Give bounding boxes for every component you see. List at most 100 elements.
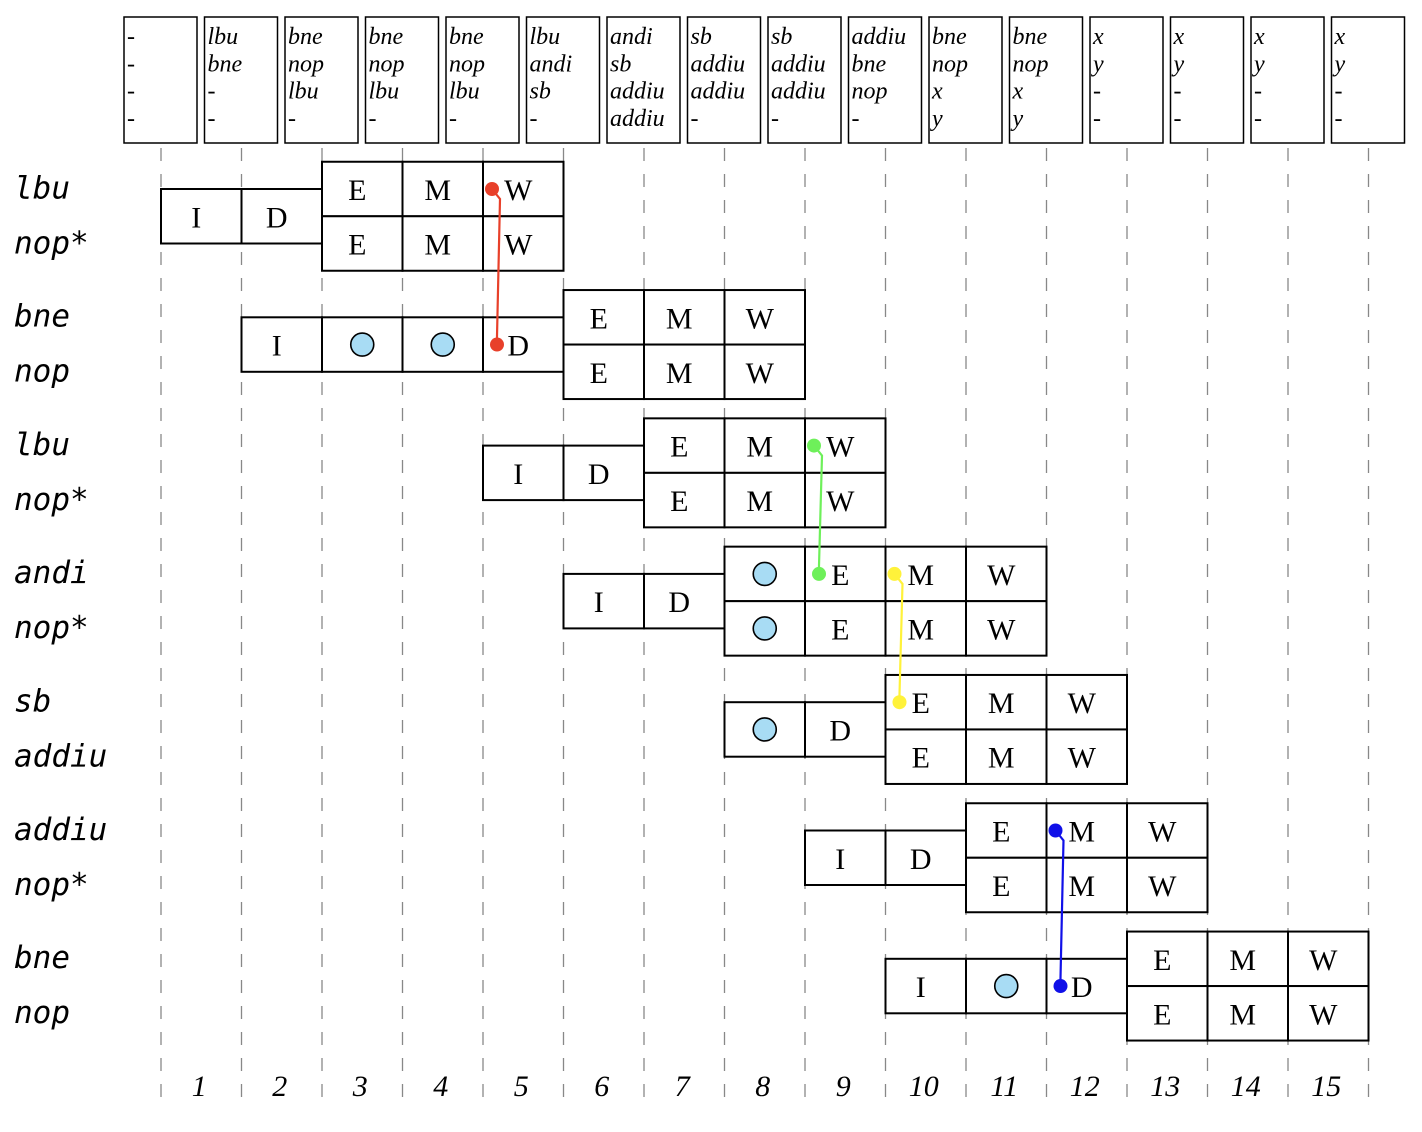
stage-label: M (988, 687, 1015, 720)
queue-entry: lbu (288, 79, 319, 105)
queue-entry: - (369, 106, 377, 132)
stage-i: I (804, 829, 887, 886)
stage-w: W (965, 545, 1048, 603)
stage-cell (1045, 728, 1128, 785)
pipeline-stages: I DE M WE M WI DE M WE M WI DE M WE M WI DE M WE M WDE M WE M WI… (160, 160, 1370, 1042)
stage-label: W (746, 302, 775, 335)
stage-cell (562, 572, 645, 630)
queue-entry: bne (369, 24, 404, 50)
queue-entry: - (127, 51, 135, 77)
stage-label: M (1068, 816, 1095, 849)
queue-entry: nop (449, 51, 485, 77)
stage-d: D (643, 572, 726, 630)
instruction-name: lbu (14, 427, 70, 463)
queue-entry: lbu (208, 24, 239, 50)
cycle-number: 6 (594, 1070, 609, 1103)
cycle-number: 12 (1070, 1070, 1100, 1103)
forwarding-target-dot (1053, 979, 1068, 994)
stage-label: D (588, 458, 610, 491)
stage-cell (1045, 673, 1128, 731)
stage-e: E (884, 728, 967, 785)
stage-cell (723, 417, 806, 474)
queue-entry: - (1174, 79, 1182, 105)
queue-entry: nop (369, 51, 405, 77)
cycle-number: 10 (909, 1070, 939, 1103)
issue-queue: ----lbubne--bnenoplbu-bnenoplbu-bnenoplb… (123, 16, 1406, 144)
stage-cell (965, 802, 1048, 859)
queue-entry: - (1174, 106, 1182, 132)
queue-box-frame (686, 16, 762, 144)
queue-entry: - (771, 106, 779, 132)
queue-entry: x (931, 79, 943, 105)
stage-cell (965, 600, 1048, 657)
queue-entry: bne (852, 51, 887, 77)
stage-label: E (590, 302, 608, 335)
stage-cell (401, 160, 484, 218)
stage-label: E (670, 431, 688, 464)
stage-cell (482, 215, 565, 272)
queue-entry: bne (1013, 24, 1048, 50)
stage-d: D (562, 444, 645, 502)
instruction-name: nop* (14, 867, 89, 903)
stage-label: E (912, 687, 930, 720)
stage-cell (1045, 856, 1128, 914)
cycle-number: 9 (836, 1070, 851, 1103)
stage-w: W (1287, 930, 1370, 988)
stage-label: I (272, 330, 282, 363)
stage-m: M (401, 160, 484, 218)
stage-cell (884, 728, 967, 785)
stage-cell (1126, 856, 1209, 914)
stage-label: I (594, 586, 604, 619)
queue-box-frame (1008, 16, 1084, 144)
stage-m: M (723, 471, 806, 529)
queue-entry: - (127, 79, 135, 105)
stage-label: M (424, 229, 451, 262)
stage-label: E (590, 357, 608, 390)
stall-bubble-icon (752, 616, 778, 641)
stage-e: E (643, 417, 726, 474)
forwarding-target-dot (892, 695, 907, 710)
stage-label: I (191, 201, 201, 234)
stage-e: E (1126, 930, 1209, 988)
instruction-name: nop* (14, 610, 89, 646)
stage-label: M (424, 174, 451, 207)
queue-entry: bne (208, 51, 243, 77)
stage-label: W (1309, 944, 1338, 977)
stage-label: M (746, 485, 773, 518)
queue-entry: - (208, 106, 216, 132)
stage-label: E (1153, 944, 1171, 977)
stage-e: E (804, 600, 887, 657)
stage-m: M (884, 600, 967, 657)
stage-m: M (401, 215, 484, 272)
stage-label: W (504, 174, 533, 207)
stage-label: W (504, 229, 533, 262)
queue-box-frame (1169, 16, 1245, 144)
queue-entry: x (1092, 24, 1104, 50)
queue-box: xy-- (1250, 16, 1325, 144)
instruction-name: nop (14, 995, 70, 1031)
instruction-pair: I D E M W E M W (804, 802, 1209, 914)
stage-label: I (835, 843, 845, 876)
queue-entry: addiu (771, 51, 826, 77)
stage-cell (804, 471, 887, 529)
queue-entry: x (1253, 24, 1265, 50)
cycle-number: 15 (1311, 1070, 1341, 1103)
stage-cell (160, 188, 243, 245)
stall-stage (723, 545, 806, 603)
stage-label: W (826, 485, 855, 518)
stage-cell (804, 829, 887, 886)
stage-label: M (1229, 944, 1256, 977)
queue-entry: - (127, 24, 135, 50)
stage-w: W (804, 417, 887, 474)
queue-box-frame (1250, 16, 1325, 144)
instruction-labels: lbu nop* bne nop lbu nop* andi nop* sb addiu addiu… (14, 170, 107, 1031)
queue-entry: sb (530, 79, 551, 105)
stage-cell (643, 343, 726, 401)
queue-box-frame (123, 16, 198, 144)
stage-w: W (1287, 985, 1370, 1042)
stage-label: M (666, 302, 693, 335)
queue-entry: y (1252, 51, 1265, 77)
